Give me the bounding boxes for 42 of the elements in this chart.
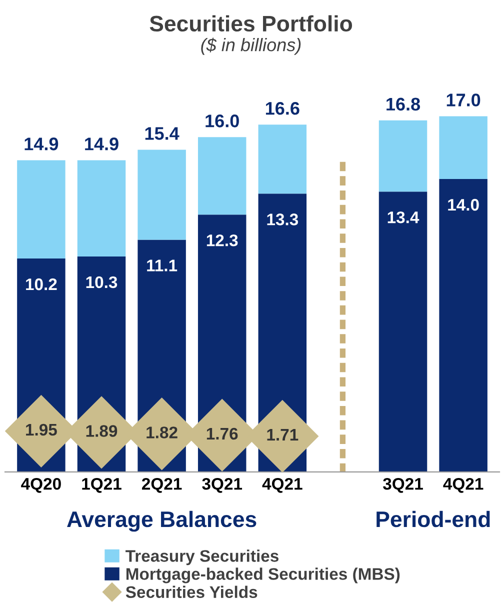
data-label: 10.3: [86, 276, 118, 288]
text: Period-end: [376, 510, 490, 528]
bar: [198, 137, 246, 215]
x-tick-label: 4Q21: [262, 478, 302, 493]
bar: [138, 150, 186, 240]
data-label: 10.2: [26, 278, 57, 290]
x-tick-label: 2Q21: [142, 478, 182, 493]
data-label: 1.95: [26, 424, 57, 436]
total-label: 15.4: [145, 127, 180, 140]
data-label: 12.3: [206, 234, 238, 246]
x-tick-label: 1Q21: [82, 478, 122, 493]
data-label: 13.3: [267, 214, 298, 226]
data-label: 1.82: [146, 426, 178, 438]
x-tick-label: 3Q21: [202, 478, 242, 493]
total-label: 16.6: [266, 102, 300, 115]
data-label: 1.76: [206, 428, 238, 440]
total-label: 17.0: [446, 94, 480, 106]
total-label: 14.9: [24, 138, 58, 150]
data-label: 13.4: [388, 211, 420, 224]
legend-label: Mortgage-backed Securities (MBS): [126, 568, 400, 584]
bar: [258, 124, 307, 194]
bar: [378, 192, 428, 472]
x-tick-label: 4Q21: [443, 478, 484, 493]
data-label: 14.0: [448, 198, 479, 211]
data-label: 11.1: [147, 260, 178, 272]
bar: [77, 160, 126, 256]
data-label: 1.89: [86, 425, 118, 437]
total-label: 16.8: [386, 98, 420, 111]
bar: [378, 120, 428, 192]
legend-label: Securities Yields: [126, 586, 258, 598]
x-tick-label: 3Q21: [383, 478, 423, 493]
data-label: 1.71: [267, 429, 298, 441]
bar: [17, 160, 66, 259]
chart-subtitle: ($ in billions): [201, 38, 301, 55]
total-label: 16.0: [206, 114, 239, 128]
total-label: 14.9: [85, 138, 118, 150]
chart-title: Securities Portfolio: [150, 15, 352, 32]
x-tick-label: 4Q20: [21, 478, 61, 493]
bar: [439, 116, 488, 180]
bar: [439, 179, 488, 472]
legend-label: Treasury Securities: [126, 550, 278, 566]
text: Average Balances: [67, 510, 256, 532]
